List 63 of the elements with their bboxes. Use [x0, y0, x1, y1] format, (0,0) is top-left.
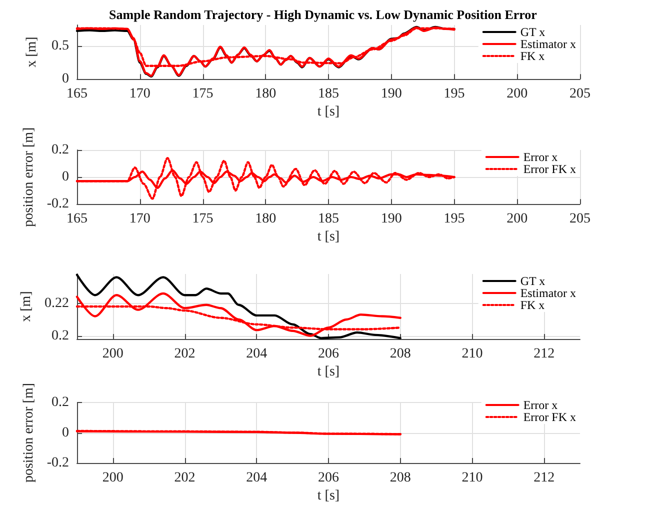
- x-tick-label: 204: [246, 346, 268, 362]
- x-tick-label: 206: [318, 470, 339, 486]
- x-axis-title: t [s]: [317, 230, 340, 245]
- x-tick-label: 165: [66, 86, 88, 102]
- legend-label: Error FK x: [523, 162, 576, 176]
- x-tick-label: 200: [102, 470, 124, 486]
- y-axis-title: position error [m]: [21, 383, 36, 483]
- x-tick-label: 212: [534, 470, 555, 486]
- legend-label: Error x: [523, 398, 558, 412]
- x-tick-label: 212: [534, 346, 555, 362]
- x-tick-label: 202: [174, 346, 196, 362]
- x-tick-label: 190: [380, 212, 402, 227]
- y-axis-title: position error [m]: [21, 127, 36, 227]
- y-tick-label: -0.2: [46, 456, 69, 470]
- x-tick-label: 195: [444, 86, 465, 102]
- x-tick-label: 208: [390, 346, 411, 362]
- chart-title: Sample Random Trajectory - High Dynamic vs. Low Dynamic Position Error: [109, 7, 538, 22]
- x-tick-label: 170: [129, 86, 150, 102]
- x-tick-label: 205: [570, 86, 590, 102]
- y-axis-title: x [m]: [24, 36, 40, 68]
- x-tick-label: 206: [318, 346, 339, 362]
- legend-label: Estimator x: [520, 37, 576, 51]
- y-tick-label: 0.2: [52, 328, 69, 344]
- y-axis-title: x [m]: [19, 291, 34, 322]
- legend-label: Error x: [523, 150, 558, 164]
- x-tick-label: 165: [66, 212, 88, 227]
- y-tick-label: 0.5: [52, 38, 69, 54]
- x-tick-label: 175: [192, 212, 214, 227]
- line-series: [76, 292, 402, 337]
- x-tick-label: 210: [462, 346, 483, 362]
- x-tick-label: 200: [506, 86, 528, 102]
- x-tick-label: 185: [318, 86, 339, 102]
- legend-label: Estimator x: [520, 286, 576, 300]
- x-axis-title: t [s]: [317, 364, 340, 380]
- x-tick-label: 208: [390, 470, 411, 486]
- x-tick-label: 190: [380, 86, 402, 102]
- x-tick-label: 185: [318, 212, 339, 227]
- x-tick-label: 205: [570, 212, 590, 227]
- legend-label: Error FK x: [523, 410, 576, 424]
- x-tick-label: 175: [192, 86, 214, 102]
- y-tick-label: 0: [62, 170, 69, 185]
- y-tick-label: 0: [62, 72, 69, 87]
- line-series: [76, 274, 402, 340]
- x-tick-label: 180: [255, 212, 276, 227]
- y-tick-label: -0.2: [46, 196, 69, 212]
- legend-label: FK x: [520, 298, 545, 312]
- x-tick-label: 210: [462, 470, 483, 486]
- x-tick-label: 180: [255, 86, 276, 102]
- y-tick-label: 0.2: [52, 142, 69, 158]
- x-tick-label: 200: [506, 212, 528, 227]
- x-axis-title: t [s]: [317, 488, 340, 504]
- legend-label: GT x: [520, 25, 546, 39]
- x-tick-label: 195: [444, 212, 465, 227]
- legend-label: GT x: [520, 274, 546, 288]
- y-tick-label: 0: [62, 425, 69, 440]
- x-tick-label: 202: [174, 470, 196, 486]
- x-tick-label: 204: [246, 470, 268, 486]
- x-axis-title: t [s]: [317, 104, 340, 120]
- x-tick-label: 200: [102, 346, 124, 362]
- y-tick-label: 0.2: [52, 395, 69, 410]
- legend-label: FK x: [520, 49, 545, 63]
- y-tick-label: 0.22: [44, 296, 69, 311]
- x-tick-label: 170: [129, 212, 150, 227]
